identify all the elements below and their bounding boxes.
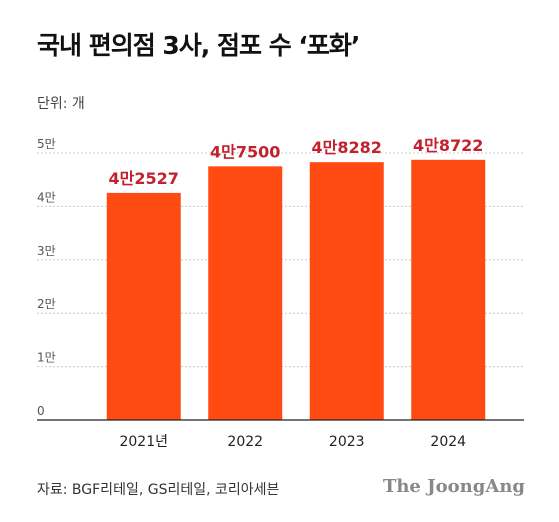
unit-label: 단위: 개 xyxy=(37,96,85,112)
y-tick-label: 2만 xyxy=(37,297,56,311)
bar xyxy=(106,192,181,420)
data-label: 4만7500 xyxy=(210,142,280,161)
data-label: 4만2527 xyxy=(109,169,179,188)
y-tick-label: 3만 xyxy=(37,244,56,258)
bars xyxy=(106,159,486,420)
chart-title: 국내 편의점 3사, 점포 수 ‘포화’ xyxy=(37,31,360,60)
y-tick-label: 0 xyxy=(37,404,45,418)
x-tick-label: 2021년 xyxy=(119,434,168,450)
y-tick-label: 5만 xyxy=(37,137,56,151)
x-tick-label: 2023 xyxy=(329,434,365,450)
source-note: 자료: BGF리테일, GS리테일, 코리아세븐 xyxy=(37,482,280,498)
data-labels: 4만2527 4만7500 4만8282 4만8722 xyxy=(109,136,484,188)
y-tick-label: 4만 xyxy=(37,190,56,204)
bar xyxy=(208,166,283,420)
data-label: 4만8282 xyxy=(312,138,382,157)
bar xyxy=(309,162,384,420)
data-label: 4만8722 xyxy=(413,136,483,155)
brand-logo: The JoongAng xyxy=(382,476,525,497)
y-tick-label: 1만 xyxy=(37,351,56,365)
bar xyxy=(411,159,486,420)
x-tick-label: 2022 xyxy=(227,434,263,450)
x-axis: 2021년 2022 2023 2024 xyxy=(37,419,524,450)
x-tick-label: 2024 xyxy=(430,434,466,450)
